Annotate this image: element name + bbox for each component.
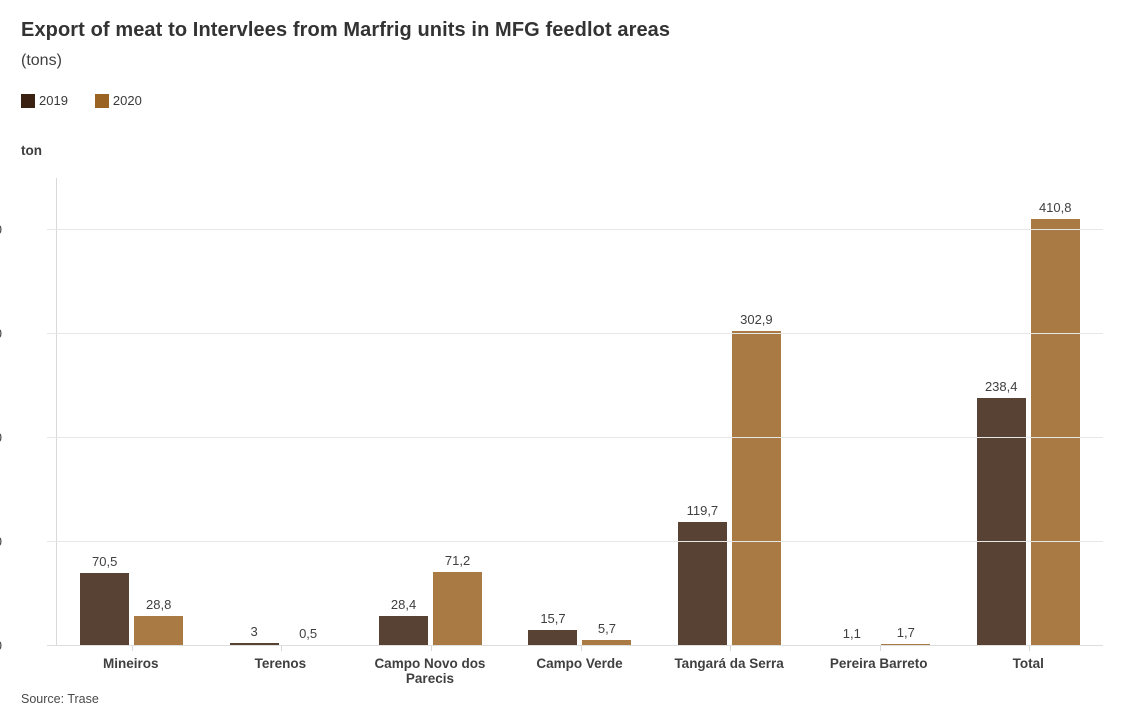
bar-col: 302,9 <box>731 311 781 646</box>
bar-2020-campo-verde[interactable] <box>582 640 632 646</box>
bar-value-label: 238,4 <box>984 379 1018 395</box>
gridline-0 <box>47 645 1103 646</box>
x-label-mineiros: Mineiros <box>103 656 159 671</box>
bar-value-label: 28,4 <box>390 597 417 613</box>
y-tick-label-0: 0 <box>0 639 2 652</box>
plot-area: 70,5 28,8 3 0,5 28,4 71,2 15,7 5,7 119,7 302,9 1,1… <box>0 178 1103 652</box>
y-axis-title: ton <box>21 143 42 158</box>
bar-value-label: 15,7 <box>540 610 566 626</box>
y-tick-label-300: 300 <box>0 327 2 340</box>
bar-value-label: 1,1 <box>842 625 861 641</box>
legend-item-2019[interactable]: 2019 <box>21 93 68 108</box>
legend-swatch-icon <box>94 93 109 108</box>
bar-group-3: 28,4 71,2 <box>356 178 505 646</box>
bar-col: 15,7 <box>528 610 578 646</box>
bar-group-2: 3 0,5 <box>206 178 355 646</box>
bar-2020-tangar-da-serra[interactable] <box>731 330 781 646</box>
bar-col: 71,2 <box>433 552 483 646</box>
bar-value-label: 3 <box>250 623 258 639</box>
bar-group-7: 238,4 410,8 <box>954 178 1103 646</box>
y-tick-label-200: 200 <box>0 431 2 444</box>
bar-value-label: 0,5 <box>299 626 318 641</box>
bar-value-label: 71,2 <box>444 552 471 568</box>
bar-2019-total[interactable] <box>976 398 1026 646</box>
bar-2020-total[interactable] <box>1030 218 1080 646</box>
y-tick-label-400: 400 <box>0 223 2 236</box>
gridline-400 <box>47 229 1103 230</box>
x-label-campo-novo-dos-parecis: Campo Novo dos Parecis <box>374 656 486 686</box>
bar-2019-tangar-da-serra[interactable] <box>677 521 727 646</box>
legend: 2019 2020 <box>21 93 142 108</box>
x-label-terenos: Terenos <box>254 656 307 671</box>
x-label-total: Total <box>1012 656 1044 671</box>
bar-col: 0,5 <box>283 626 333 646</box>
bar-2020-mineiros[interactable] <box>134 616 184 646</box>
bar-group-6: 1,1 1,7 <box>804 178 953 646</box>
bar-col: 410,8 <box>1030 199 1080 646</box>
bar-2020-campo-novo-dos-parecis[interactable] <box>433 571 483 646</box>
bar-2019-mineiros[interactable] <box>80 572 130 646</box>
bar-col: 5,7 <box>582 621 632 646</box>
bar-col: 28,8 <box>134 597 184 646</box>
bar-value-label: 28,8 <box>146 597 172 613</box>
bar-col: 3 <box>229 623 279 646</box>
y-tick-label-100: 100 <box>0 535 2 548</box>
legend-item-2020[interactable]: 2020 <box>94 93 142 108</box>
gridline-300 <box>47 333 1103 334</box>
gridline-100 <box>47 541 1103 542</box>
bar-col: 119,7 <box>677 502 727 646</box>
x-axis-labels: Mineiros Terenos Campo Novo dos Parecis Cam… <box>56 656 1103 686</box>
gridline-200 <box>47 437 1103 438</box>
x-tick <box>1029 646 1031 651</box>
bar-2019-campo-novo-dos-parecis[interactable] <box>379 616 429 646</box>
bar-2019-terenos[interactable] <box>229 642 279 646</box>
x-tick <box>430 646 432 651</box>
chart-subtitle: (tons) <box>21 52 62 69</box>
x-tick <box>281 646 283 651</box>
bar-col: 238,4 <box>976 379 1026 646</box>
bar-value-label: 410,8 <box>1038 199 1072 215</box>
x-label-campo-verde: Campo Verde <box>536 656 623 671</box>
bar-group-4: 15,7 5,7 <box>505 178 654 646</box>
x-tick <box>730 646 732 651</box>
x-tick <box>580 646 582 651</box>
chart-title: Export of meat to Intervlees from Marfri… <box>21 19 671 41</box>
bar-groups: 70,5 28,8 3 0,5 28,4 71,2 15,7 5,7 119,7 302,9 1,1… <box>57 178 1103 646</box>
legend-swatch-icon <box>21 93 35 108</box>
bar-2019-campo-verde[interactable] <box>528 629 578 646</box>
bar-value-label: 302,9 <box>740 311 773 327</box>
bar-col: 70,5 <box>80 553 130 646</box>
bar-value-label: 1,7 <box>896 625 915 641</box>
legend-label: 2020 <box>112 93 142 108</box>
bar-group-1: 70,5 28,8 <box>57 178 206 646</box>
x-label-pereira-barreto: Pereira Barreto <box>829 656 928 671</box>
x-tick <box>131 646 133 651</box>
bar-col: 28,4 <box>379 597 429 646</box>
x-tick <box>879 646 881 651</box>
bar-col: 1,1 <box>827 625 877 646</box>
x-label-tangar-da-serra: Tangará da Serra <box>674 656 784 671</box>
bar-col: 1,7 <box>881 625 931 646</box>
source-note: Source: Trase <box>21 692 99 706</box>
bar-value-label: 5,7 <box>597 621 616 637</box>
bar-value-label: 70,5 <box>92 553 118 569</box>
legend-label: 2019 <box>39 93 68 108</box>
bar-group-5: 119,7 302,9 <box>655 178 804 646</box>
bar-value-label: 119,7 <box>686 502 719 518</box>
